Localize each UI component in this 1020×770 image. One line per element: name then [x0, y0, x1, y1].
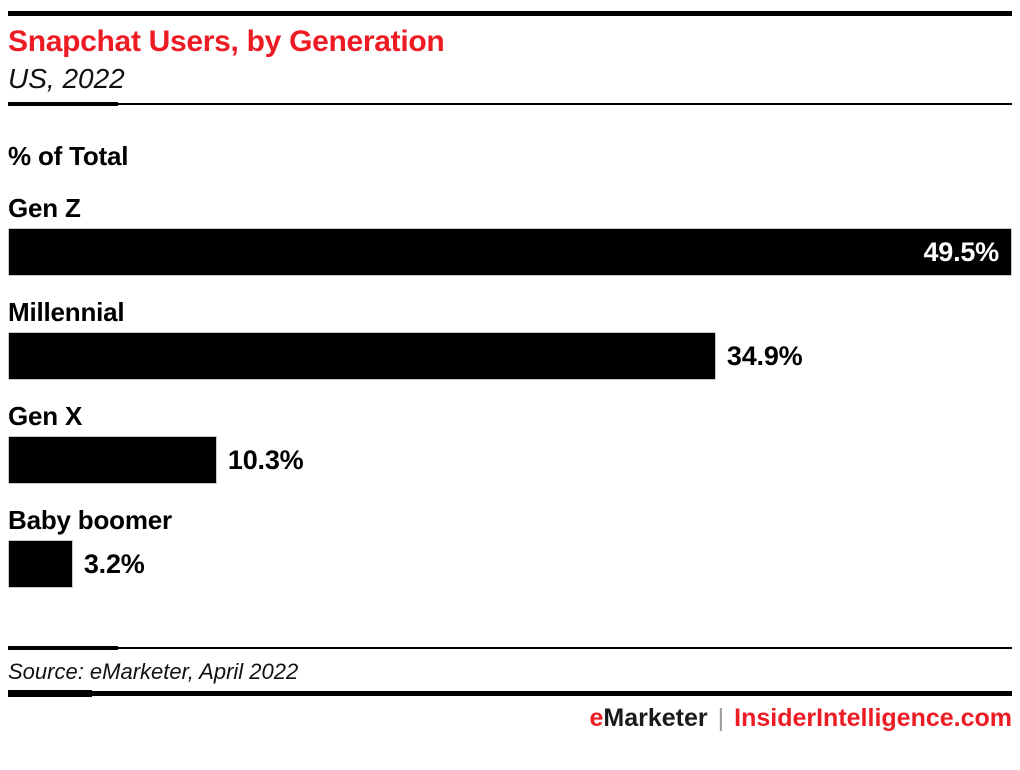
axis-unit-label: % of Total — [8, 141, 129, 171]
chart-title: Snapchat Users, by Generation — [8, 25, 445, 58]
bar-track: 10.3% — [8, 436, 1012, 484]
insider-intelligence-link[interactable]: InsiderIntelligence.com — [734, 704, 1012, 732]
bar-row-millennial: Millennial 34.9% — [8, 296, 1012, 380]
value-label: 34.9% — [726, 340, 803, 371]
chart-subtitle: US, 2022 — [8, 63, 125, 94]
source-divider — [8, 646, 1012, 650]
bar-row-baby-boomer: Baby boomer 3.2% — [8, 504, 1012, 588]
source-note: Source: eMarketer, April 2022 — [8, 659, 299, 684]
bar-track: 34.9% — [8, 332, 1012, 380]
bar-track: 3.2% — [8, 540, 1012, 588]
bar-millennial — [8, 332, 716, 380]
source-divider-line — [8, 647, 1012, 649]
bar-baby-boomer — [8, 540, 73, 588]
bar-row-gen-x: Gen X 10.3% — [8, 400, 1012, 484]
header-divider-line — [8, 103, 1012, 105]
value-label: 10.3% — [227, 444, 304, 475]
value-label: 49.5% — [923, 236, 999, 267]
branding-divider — [8, 690, 1012, 697]
bar-track: 49.5% — [8, 228, 1012, 276]
bar-gen-z: 49.5% — [8, 228, 1012, 276]
bar-gen-x — [8, 436, 217, 484]
category-label: Millennial — [8, 297, 125, 327]
brand-separator: | — [717, 704, 725, 732]
branding-divider-line — [8, 691, 1012, 696]
chart-page: Snapchat Users, by Generation US, 2022 %… — [0, 11, 1020, 770]
branding-row: eMarketer | InsiderIntelligence.com — [8, 703, 1013, 733]
emarketer-logo-text: Marketer — [603, 704, 708, 732]
header-divider-accent — [8, 102, 118, 106]
emarketer-logo-first-letter: e — [589, 704, 604, 732]
branding-divider-accent — [8, 690, 92, 697]
bar-row-gen-z: Gen Z 49.5% — [8, 192, 1012, 276]
top-accent-bar — [8, 11, 1012, 16]
category-label: Gen X — [8, 401, 83, 431]
category-label: Baby boomer — [8, 505, 172, 535]
header-divider — [8, 102, 1012, 106]
source-divider-accent — [8, 646, 118, 650]
category-label: Gen Z — [8, 193, 81, 223]
value-label: 3.2% — [83, 548, 145, 579]
